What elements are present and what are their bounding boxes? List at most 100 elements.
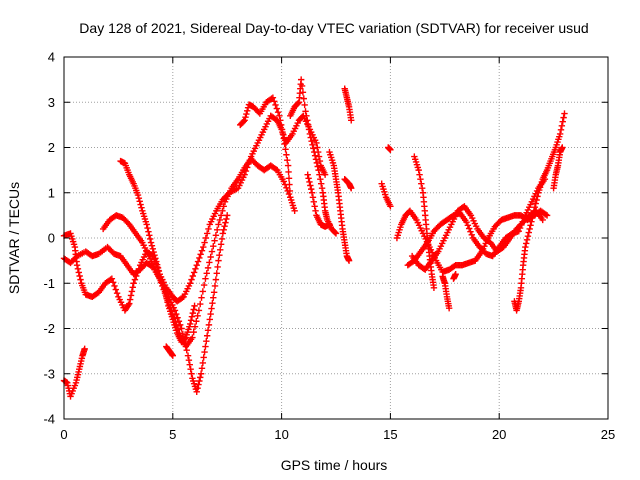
data-point <box>280 178 287 185</box>
data-point <box>207 253 214 261</box>
data-point <box>205 321 213 329</box>
data-point <box>188 313 196 320</box>
data-point <box>190 306 197 313</box>
data-point <box>163 295 170 302</box>
data-point <box>309 141 316 148</box>
series-trace-8 <box>287 76 340 237</box>
data-point <box>348 185 355 192</box>
data-point <box>125 301 132 309</box>
data-point <box>203 332 211 339</box>
data-point <box>143 221 150 228</box>
data-point <box>277 121 285 129</box>
data-point <box>560 114 567 121</box>
data-point <box>219 207 226 215</box>
data-point <box>274 109 282 116</box>
data-point <box>208 248 216 255</box>
data-point <box>273 105 281 112</box>
data-point <box>316 171 323 178</box>
data-point <box>300 95 307 102</box>
data-point <box>284 156 291 164</box>
data-point <box>185 356 193 364</box>
data-point <box>314 163 321 170</box>
data-point <box>298 82 306 90</box>
data-point <box>138 204 145 211</box>
data-point <box>202 275 209 282</box>
data-point <box>531 204 539 211</box>
data-point <box>285 168 292 176</box>
data-point <box>75 269 82 276</box>
data-point <box>196 254 203 262</box>
data-point <box>193 388 200 396</box>
data-point <box>306 130 314 138</box>
data-point <box>81 345 88 353</box>
data-point <box>278 126 286 133</box>
data-point <box>291 207 298 215</box>
data-point <box>151 251 158 259</box>
data-point <box>272 101 279 109</box>
data-point <box>530 207 538 215</box>
data-point <box>183 347 190 354</box>
data-point <box>452 271 459 278</box>
data-point <box>281 140 288 148</box>
data-point <box>200 243 207 251</box>
data-point <box>301 101 308 109</box>
data-point <box>305 175 312 182</box>
data-point <box>277 117 284 124</box>
axis-ticks: 0 5 10 15 20 25 -4 -3 -2 -1 0 1 2 3 4 <box>43 50 615 443</box>
data-point <box>178 325 185 332</box>
data-point <box>241 117 248 124</box>
data-point <box>308 189 316 196</box>
data-point <box>161 288 169 295</box>
data-point <box>280 135 287 142</box>
data-point <box>557 126 565 134</box>
x-tick-label: 20 <box>492 427 506 442</box>
data-point <box>196 377 203 385</box>
data-point <box>199 288 207 295</box>
data-point <box>198 247 206 254</box>
data-point <box>213 226 221 234</box>
data-point <box>198 365 206 372</box>
data-point <box>190 328 197 336</box>
data-point <box>190 269 198 276</box>
data-point <box>188 370 195 377</box>
data-point <box>187 317 195 324</box>
series-trace-9 <box>304 171 333 230</box>
data-point <box>187 320 194 328</box>
data-point <box>200 281 208 289</box>
data-point <box>283 184 290 191</box>
data-point <box>522 243 529 251</box>
data-point <box>200 354 207 361</box>
data-point <box>169 352 176 359</box>
series-trace-6 <box>163 343 176 359</box>
data-point <box>445 304 453 312</box>
data-point <box>182 341 189 348</box>
series-trace-22 <box>550 144 566 192</box>
data-point <box>522 240 530 247</box>
data-point <box>211 237 218 244</box>
data-point <box>203 270 210 277</box>
data-point <box>126 296 134 303</box>
series-trace-17 <box>408 203 546 273</box>
data-point <box>112 286 119 293</box>
data-point <box>311 152 319 159</box>
data-point <box>179 294 186 301</box>
data-point <box>418 180 425 187</box>
x-tick-label: 10 <box>274 427 288 442</box>
data-point <box>283 151 290 158</box>
series-trace-14 <box>385 144 394 153</box>
data-point <box>189 334 196 341</box>
grid <box>64 57 608 419</box>
data-point <box>131 276 139 283</box>
data-point <box>207 310 214 318</box>
data-point <box>210 294 217 301</box>
data-point <box>149 245 156 253</box>
data-point <box>528 218 535 225</box>
data-point <box>204 327 212 334</box>
data-point <box>223 215 230 223</box>
data-point <box>129 284 136 291</box>
data-point <box>217 212 225 219</box>
data-point <box>321 171 329 178</box>
data-point <box>326 221 333 228</box>
data-point <box>195 381 202 388</box>
data-point <box>206 259 213 266</box>
